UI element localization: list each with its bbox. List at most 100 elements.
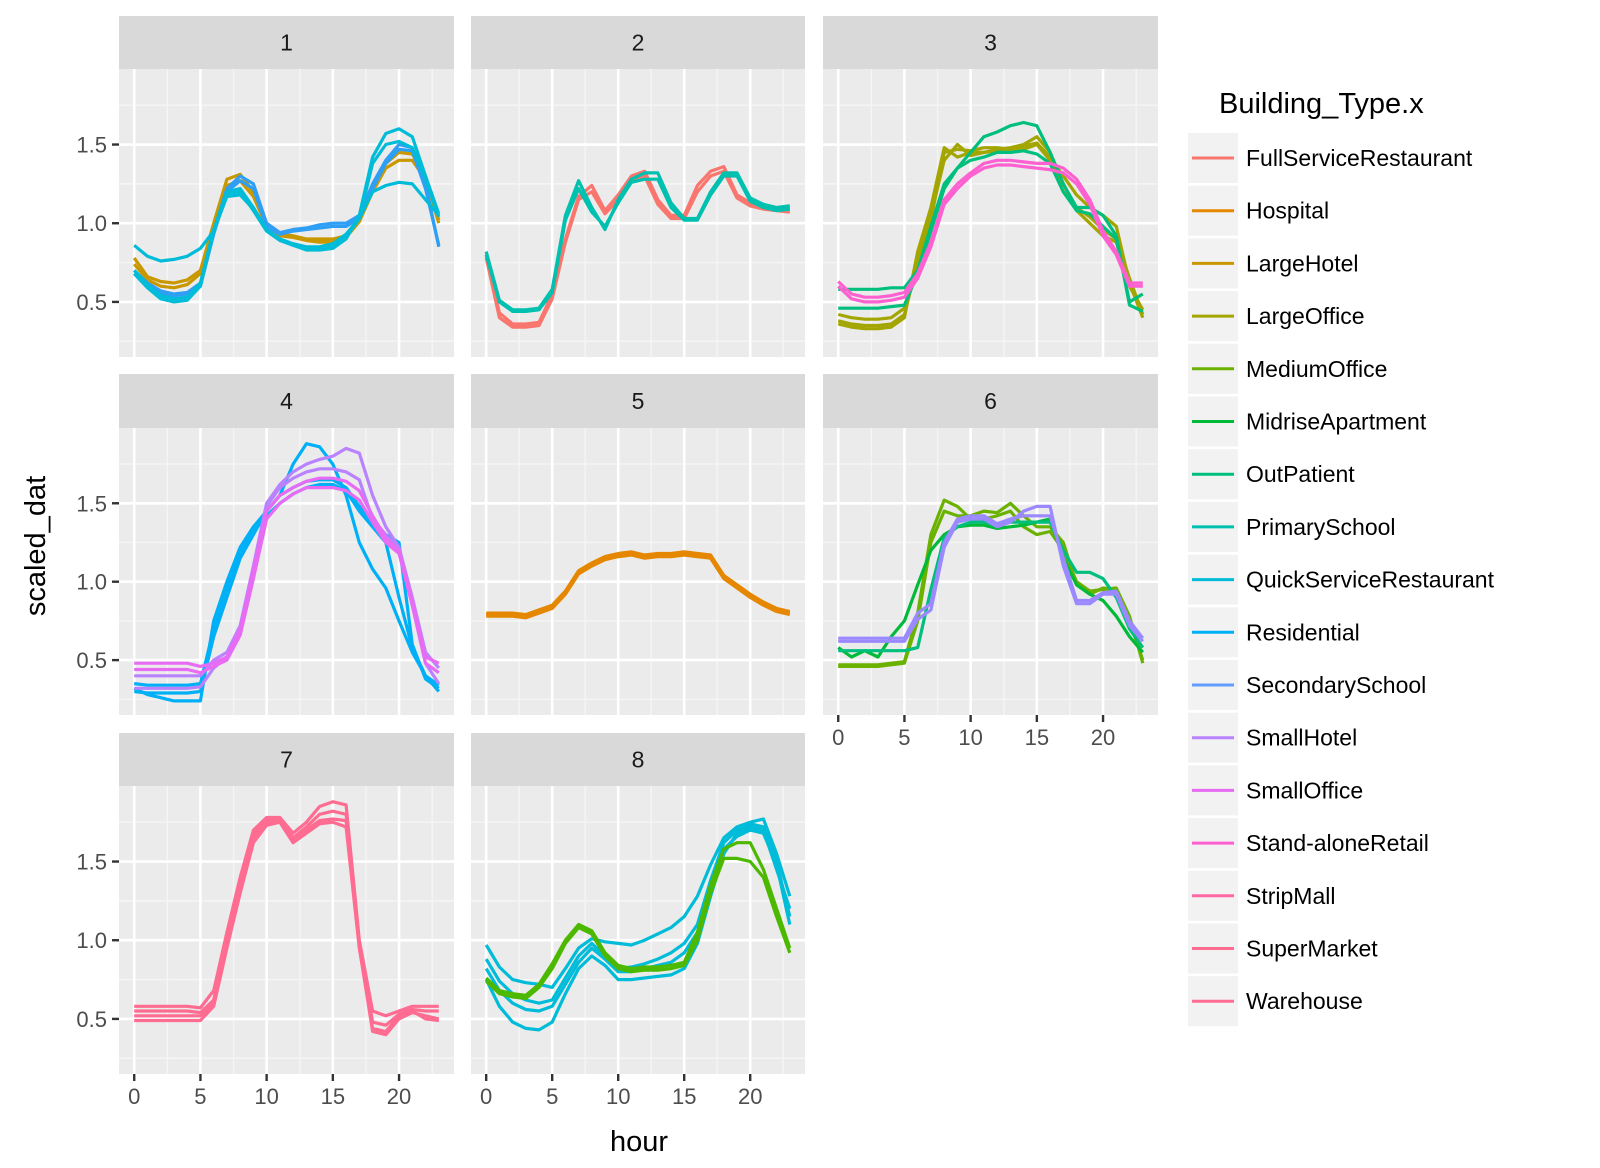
panel-3: 3 — [823, 16, 1158, 357]
series-line-supermarket — [837, 158, 1143, 299]
facet-strip-label: 2 — [632, 30, 645, 56]
legend-item: SecondarySchool — [1188, 660, 1426, 710]
facet-strip — [823, 16, 1158, 69]
series-line-largeoffice — [837, 135, 1145, 321]
series-group — [486, 550, 791, 620]
legend-label: MediumOffice — [1246, 356, 1387, 382]
series-line-smalloffice — [838, 514, 1145, 640]
series-line-warehouse — [134, 800, 439, 1018]
x-tick-label: 15 — [1025, 725, 1049, 750]
legend-items: FullServiceRestaurant Hospital LargeHotel L… — [1188, 133, 1495, 1027]
series-line-quickservicerestaurant — [484, 174, 790, 313]
facet-strip-label: 4 — [280, 388, 293, 414]
series-line-warehouse — [134, 820, 439, 1034]
legend-item: Warehouse — [1188, 976, 1363, 1027]
series-line-midriseapartment — [485, 856, 792, 1001]
series-line-supermarket — [837, 163, 1143, 304]
facet-strip-label: 5 — [632, 388, 645, 414]
series-line-stand-aloneretail — [134, 446, 441, 678]
legend-item: StripMall — [1188, 870, 1335, 921]
facet-strip — [823, 374, 1158, 428]
legend-title: Building_Type.x — [1219, 88, 1424, 120]
legend-item: LargeOffice — [1188, 291, 1364, 342]
legend-label: MidriseApartment — [1246, 409, 1427, 435]
legend-label: PrimarySchool — [1246, 514, 1396, 540]
facet-strip — [471, 374, 805, 428]
legend-item: Residential — [1188, 607, 1360, 658]
panel-5: 5 — [471, 374, 805, 715]
x-tick-label: 10 — [606, 1084, 630, 1109]
panel-6: 6 — [823, 374, 1158, 715]
panel-1: 1 — [119, 16, 454, 357]
panel-background — [471, 69, 805, 357]
panel-background — [823, 69, 1158, 357]
legend-item: LargeHotel — [1188, 238, 1359, 289]
legend-label: Hospital — [1246, 198, 1329, 224]
facet-strip — [119, 733, 454, 786]
x-tick-label: 20 — [1091, 725, 1115, 750]
x-tick-label: 0 — [480, 1084, 492, 1109]
legend-label: Warehouse — [1246, 988, 1363, 1014]
x-tick-label: 5 — [546, 1084, 558, 1109]
series-line-midriseapartment — [485, 841, 792, 997]
legend-item: Hospital — [1188, 185, 1329, 236]
panel-background — [823, 428, 1158, 715]
x-tick-label: 10 — [958, 725, 982, 750]
series-line-primaryschool — [838, 149, 1144, 310]
x-tick-label: 15 — [672, 1084, 696, 1109]
legend-label: StripMall — [1246, 883, 1335, 909]
y-axis-title: scaled_dat — [20, 476, 52, 616]
legend-item: MidriseApartment — [1188, 396, 1427, 447]
series-line-fullservicerestaurant — [484, 169, 790, 329]
panel-7: 7 — [119, 733, 454, 1074]
series-group — [484, 817, 792, 1032]
facet-strip — [471, 16, 805, 69]
legend-item: MediumOffice — [1188, 343, 1387, 394]
x-tick-label: 20 — [738, 1084, 762, 1109]
series-line-smallhotel — [133, 147, 441, 298]
facet-strip — [119, 374, 454, 428]
legend-item: PrimarySchool — [1188, 501, 1396, 552]
panel-2: 2 — [471, 16, 805, 357]
series-line-stripmall — [134, 476, 440, 669]
legend-label: SecondarySchool — [1246, 672, 1426, 698]
legend-label: FullServiceRestaurant — [1246, 145, 1473, 171]
legend-label: OutPatient — [1246, 461, 1355, 487]
series-group — [133, 442, 441, 703]
y-tick-label: 1.0 — [76, 570, 107, 595]
series-group — [132, 127, 441, 304]
legend-label: SmallHotel — [1246, 725, 1357, 751]
legend-item: SuperMarket — [1188, 923, 1378, 974]
series-line-mediumoffice — [838, 501, 1145, 669]
facet-strip-label: 6 — [984, 388, 997, 414]
panels-layer: 1 2 3 4 5 6 7 8 — [119, 16, 1158, 1074]
series-group — [484, 165, 790, 329]
series-line-fullservicerestaurant — [484, 165, 790, 326]
series-group — [134, 800, 440, 1037]
legend-label: QuickServiceRestaurant — [1246, 567, 1495, 593]
facet-strip-label: 8 — [632, 747, 645, 773]
series-line-stripmall — [134, 486, 440, 675]
series-line-residential — [133, 139, 441, 301]
legend-label: Stand-aloneRetail — [1246, 830, 1429, 856]
series-line-residential — [484, 817, 792, 990]
x-tick-label: 0 — [128, 1084, 140, 1109]
panel-4: 4 — [119, 374, 454, 715]
x-tick-label: 20 — [387, 1084, 411, 1109]
y-tick-label: 1.0 — [76, 211, 107, 236]
legend-item: Stand-aloneRetail — [1188, 818, 1429, 869]
series-group — [837, 498, 1145, 669]
facet-strip-label: 1 — [280, 30, 293, 56]
panel-background — [119, 69, 454, 357]
legend-item: SmallOffice — [1188, 765, 1363, 816]
y-tick-label: 0.5 — [76, 648, 107, 673]
x-axis-title: hour — [610, 1126, 668, 1158]
axes-layer: 0.5 1.0 1.5 0.5 1.0 1.5 0 5 10 15 20 0.5 1.0 1.5 0 5 10 1… — [76, 133, 1115, 1109]
panel-8: 8 — [471, 733, 805, 1074]
x-tick-label: 10 — [254, 1084, 278, 1109]
legend-label: LargeHotel — [1246, 250, 1359, 276]
y-tick-label: 0.5 — [76, 290, 107, 315]
facet-strip-label: 7 — [280, 747, 293, 773]
facet-strip — [119, 16, 454, 69]
